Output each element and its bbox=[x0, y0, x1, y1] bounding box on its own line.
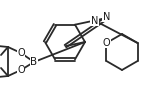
Text: O: O bbox=[17, 48, 25, 58]
Text: N: N bbox=[103, 12, 110, 22]
Text: O: O bbox=[103, 38, 110, 48]
Text: B: B bbox=[30, 57, 38, 67]
Text: N: N bbox=[91, 16, 98, 26]
Text: O: O bbox=[17, 65, 25, 75]
